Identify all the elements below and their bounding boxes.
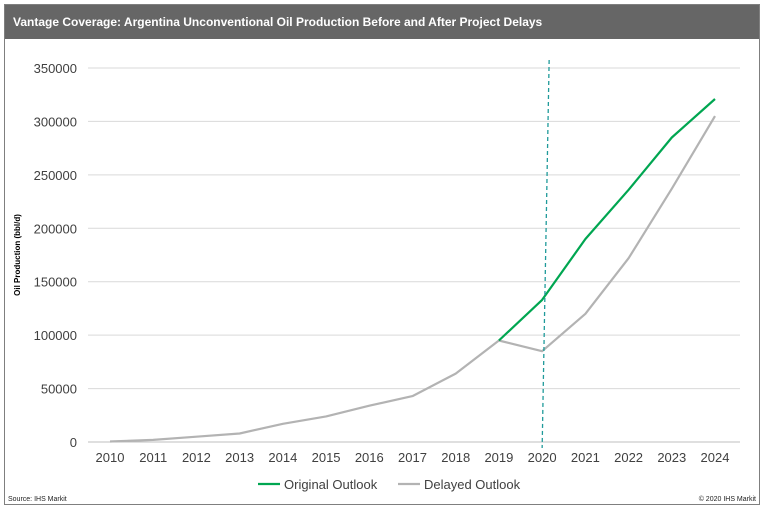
- x-tick-label: 2017: [398, 450, 427, 465]
- y-tick-label: 50000: [41, 382, 77, 397]
- x-tick-label: 2016: [355, 450, 384, 465]
- y-tick-label: 350000: [34, 61, 77, 76]
- y-tick-label: 0: [70, 435, 77, 450]
- x-tick-label: 2019: [484, 450, 513, 465]
- x-tick-label: 2024: [701, 450, 730, 465]
- y-tick-label: 100000: [34, 328, 77, 343]
- y-axis-title: Oil Production (bbl/d): [13, 214, 22, 296]
- x-tick-label: 2011: [139, 450, 167, 465]
- x-tick-label: 2014: [268, 450, 297, 465]
- legend-label: Original Outlook: [284, 477, 378, 492]
- y-tick-label: 300000: [34, 114, 77, 129]
- chart-frame: Vantage Coverage: Argentina Unconvention…: [4, 4, 760, 505]
- x-tick-label: 2021: [571, 450, 600, 465]
- x-tick-label: 2015: [312, 450, 341, 465]
- copyright-note: © 2020 IHS Markit: [698, 496, 756, 503]
- x-tick-label: 2012: [182, 450, 211, 465]
- y-tick-label: 150000: [34, 275, 77, 290]
- chart-title-bar: Vantage Coverage: Argentina Unconvention…: [5, 5, 759, 39]
- y-tick-label: 200000: [34, 221, 77, 236]
- x-tick-label: 2018: [441, 450, 470, 465]
- series-line-original-outlook: [498, 98, 716, 342]
- x-tick-label: 2020: [528, 450, 557, 465]
- series-line-delayed-outlook: [109, 115, 716, 443]
- x-tick-label: 2010: [96, 450, 125, 465]
- x-tick-label: 2013: [225, 450, 254, 465]
- x-tick-label: 2023: [657, 450, 686, 465]
- x-tick-label: 2022: [614, 450, 643, 465]
- legend-label: Delayed Outlook: [424, 477, 521, 492]
- y-tick-label: 250000: [34, 168, 77, 183]
- source-note: Source: IHS Markit: [8, 496, 67, 503]
- marker-line-2020: [541, 59, 550, 449]
